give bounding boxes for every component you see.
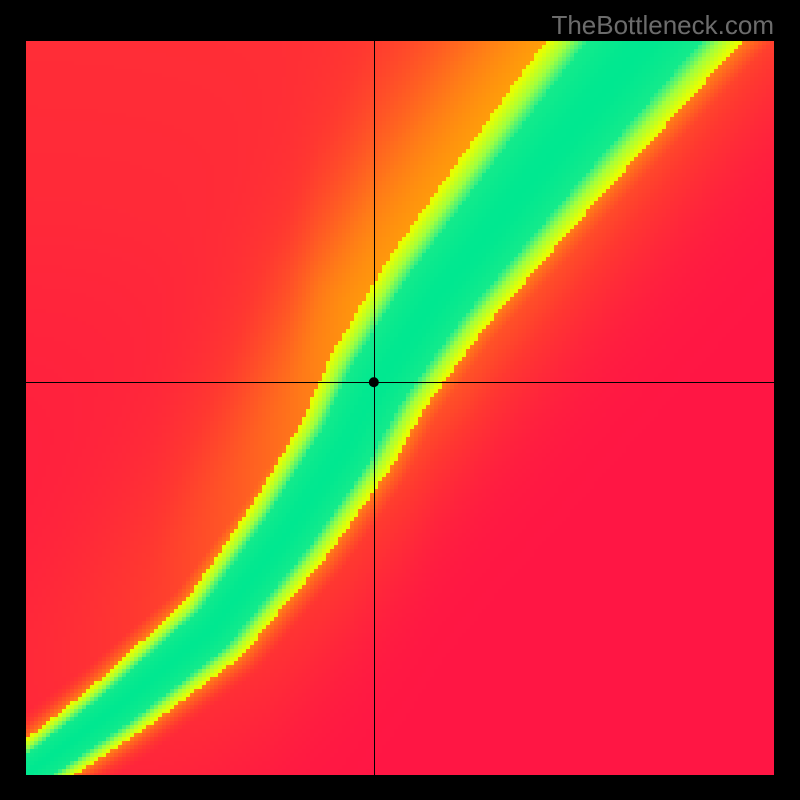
watermark-text: TheBottleneck.com xyxy=(551,10,774,41)
chart-container: TheBottleneck.com xyxy=(0,0,800,800)
bottleneck-heatmap xyxy=(26,41,774,775)
